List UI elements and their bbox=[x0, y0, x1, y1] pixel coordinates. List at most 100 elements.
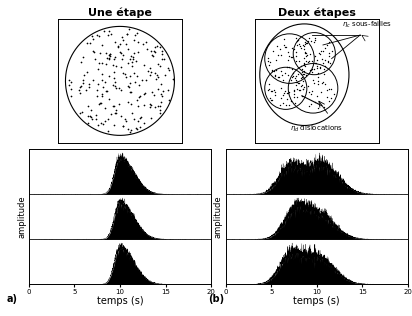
Point bbox=[295, 72, 302, 77]
Point bbox=[277, 102, 284, 107]
Point bbox=[290, 91, 297, 96]
Point bbox=[307, 67, 313, 72]
Point bbox=[118, 65, 124, 70]
Point bbox=[94, 81, 101, 86]
Point bbox=[285, 65, 292, 70]
Point bbox=[265, 62, 272, 67]
Point bbox=[292, 80, 299, 85]
Point bbox=[272, 93, 278, 98]
Point bbox=[107, 51, 114, 56]
Point bbox=[269, 68, 275, 73]
Point bbox=[309, 67, 315, 72]
Point bbox=[293, 86, 300, 91]
Point bbox=[302, 51, 308, 56]
Point bbox=[130, 57, 137, 62]
Point bbox=[155, 74, 162, 79]
Point bbox=[271, 88, 277, 93]
Point bbox=[294, 42, 300, 47]
Point bbox=[318, 81, 325, 86]
Point bbox=[300, 84, 307, 89]
Point bbox=[275, 74, 281, 79]
Point bbox=[316, 51, 323, 56]
Point bbox=[99, 60, 105, 65]
Point bbox=[279, 72, 286, 77]
Point bbox=[321, 58, 328, 63]
Point bbox=[111, 57, 117, 62]
Point bbox=[153, 76, 159, 81]
Point bbox=[310, 67, 317, 72]
Point bbox=[270, 49, 276, 54]
Point bbox=[122, 119, 129, 124]
Point bbox=[68, 79, 75, 84]
Point bbox=[320, 61, 326, 66]
Point bbox=[280, 78, 287, 83]
Point bbox=[143, 39, 150, 44]
Point bbox=[296, 42, 302, 47]
Point bbox=[272, 68, 279, 73]
Point bbox=[98, 100, 105, 105]
Point bbox=[134, 98, 140, 103]
Point bbox=[152, 70, 159, 75]
Point bbox=[297, 83, 304, 88]
Point bbox=[293, 35, 300, 40]
Point bbox=[86, 81, 92, 86]
Point bbox=[293, 74, 300, 79]
Point bbox=[275, 53, 282, 58]
Y-axis label: amplitude: amplitude bbox=[214, 196, 223, 238]
Point bbox=[278, 68, 285, 73]
Point bbox=[137, 125, 143, 130]
Y-axis label: amplitude: amplitude bbox=[17, 196, 26, 238]
Point bbox=[159, 52, 165, 57]
Point bbox=[318, 49, 324, 54]
Point bbox=[312, 37, 318, 42]
Point bbox=[116, 50, 123, 55]
Point bbox=[108, 111, 114, 116]
Point bbox=[148, 116, 154, 121]
Point bbox=[161, 73, 168, 78]
Point bbox=[147, 72, 153, 77]
Point bbox=[156, 44, 163, 49]
Point bbox=[307, 101, 314, 106]
Point bbox=[94, 93, 101, 98]
Point bbox=[301, 68, 307, 73]
Point bbox=[124, 46, 131, 51]
Point bbox=[131, 80, 138, 85]
Point bbox=[153, 72, 160, 77]
Point bbox=[159, 49, 165, 54]
Point bbox=[311, 81, 318, 86]
Point bbox=[89, 116, 96, 121]
Point bbox=[306, 104, 313, 109]
Point bbox=[80, 77, 87, 82]
Point bbox=[94, 88, 101, 93]
Point bbox=[325, 54, 332, 59]
Point bbox=[119, 38, 126, 43]
Point bbox=[315, 75, 321, 80]
Point bbox=[103, 62, 110, 67]
Point bbox=[294, 39, 301, 44]
Point bbox=[310, 77, 316, 82]
Point bbox=[102, 79, 109, 84]
Point bbox=[158, 92, 164, 97]
Point bbox=[293, 77, 300, 82]
Point bbox=[284, 90, 291, 95]
Point bbox=[123, 41, 129, 46]
Point bbox=[80, 55, 86, 60]
Point bbox=[105, 33, 112, 38]
Point bbox=[141, 91, 147, 96]
Point bbox=[276, 74, 283, 79]
Point bbox=[116, 86, 122, 91]
Point bbox=[158, 100, 164, 105]
Point bbox=[292, 101, 299, 106]
Point bbox=[125, 84, 132, 89]
Point bbox=[315, 82, 321, 87]
Point bbox=[324, 94, 331, 100]
Point bbox=[143, 77, 150, 82]
Point bbox=[284, 65, 290, 70]
Point bbox=[98, 121, 105, 126]
Point bbox=[288, 54, 294, 59]
Point bbox=[297, 43, 304, 48]
Point bbox=[265, 59, 271, 64]
Point bbox=[126, 80, 133, 85]
Point bbox=[317, 64, 323, 69]
Point bbox=[291, 76, 298, 81]
